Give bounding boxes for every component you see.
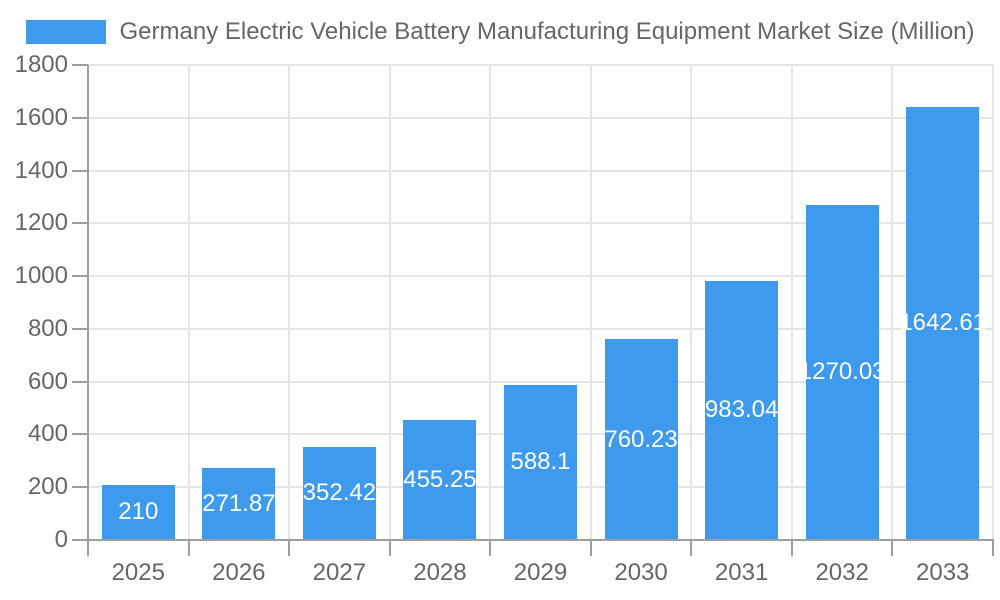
x-axis-line: [87, 539, 994, 541]
y-tick-label: 400: [27, 420, 68, 448]
bar-2030: 760.23: [604, 339, 678, 540]
y-axis-tick: [72, 116, 88, 119]
y-axis-tick: [72, 486, 88, 489]
bar-value-label: 1642.61: [899, 309, 987, 337]
y-tick-label: 600: [27, 367, 68, 395]
bar-value-label: 455.25: [403, 465, 477, 493]
legend: Germany Electric Vehicle Battery Manufac…: [0, 18, 1000, 46]
x-tick-label-2031: 2031: [714, 559, 769, 586]
gridline-horizontal: [88, 327, 993, 330]
legend-label: Germany Electric Vehicle Battery Manufac…: [119, 18, 975, 45]
y-axis-line: [87, 65, 89, 540]
gridline-horizontal: [88, 275, 993, 278]
y-tick-label: 800: [27, 314, 68, 342]
bar-value-label: 1270.03: [798, 358, 886, 386]
y-axis-tick: [72, 222, 88, 225]
y-tick-label: 1800: [14, 51, 68, 78]
gridline-vertical: [388, 65, 391, 540]
gridline-horizontal: [88, 169, 993, 172]
y-axis-tick: [72, 169, 88, 172]
x-tick-label-2026: 2026: [212, 559, 266, 586]
y-tick-label: 0: [54, 526, 68, 553]
bar-2031: 983.04: [704, 280, 779, 540]
bar-2028: 455.25: [403, 419, 477, 540]
y-axis-tick: [72, 275, 88, 278]
bar-value-label: 760.23: [604, 425, 678, 453]
y-tick-label: 1400: [14, 156, 68, 184]
y-axis-tick: [72, 64, 88, 66]
x-tick-label-2029: 2029: [513, 559, 568, 586]
gridline-vertical: [187, 65, 190, 540]
bar-2027: 352.42: [303, 447, 376, 540]
bar-value-label: 271.87: [202, 490, 276, 518]
bar-value-label: 983.04: [704, 396, 779, 424]
x-axis-tick: [187, 540, 190, 556]
gridline-vertical: [690, 65, 693, 540]
y-axis-tick: [72, 433, 88, 436]
y-tick-label: 1000: [14, 262, 68, 290]
bar-2033: 1642.61: [899, 106, 986, 540]
y-tick-label: 1200: [14, 209, 68, 237]
bar-2026: 271.87: [202, 468, 276, 540]
gridline-horizontal: [88, 64, 993, 66]
bar-2032: 1270.03: [799, 204, 886, 540]
gridline-vertical: [589, 65, 592, 540]
legend-swatch-icon: [25, 20, 106, 44]
x-tick-label-2028: 2028: [413, 559, 467, 586]
x-tick-label-2027: 2027: [312, 559, 367, 586]
bar-value-label: 210: [118, 498, 159, 526]
gridline-vertical: [790, 65, 793, 540]
bar-2029: 588.1: [504, 384, 577, 540]
x-axis-tick: [489, 540, 492, 556]
x-axis-tick: [992, 540, 994, 556]
x-axis-tick: [87, 540, 89, 556]
x-tick-label-2033: 2033: [916, 559, 970, 586]
x-axis-tick: [690, 540, 693, 556]
gridline-vertical: [992, 65, 994, 540]
gridline-horizontal: [88, 380, 993, 383]
x-axis-tick: [388, 540, 391, 556]
y-tick-label: 1600: [14, 103, 68, 131]
gridline-horizontal: [88, 116, 993, 119]
gridline-vertical: [891, 65, 894, 540]
x-axis-tick: [790, 540, 793, 556]
gridline-vertical: [489, 65, 492, 540]
bar-value-label: 352.42: [302, 479, 377, 507]
bar-value-label: 588.1: [510, 448, 571, 476]
legend-item[interactable]: Germany Electric Vehicle Battery Manufac…: [25, 18, 975, 46]
x-axis-tick: [288, 540, 291, 556]
x-tick-label-2030: 2030: [614, 559, 668, 586]
y-tick-label: 200: [27, 473, 68, 501]
gridline-vertical: [288, 65, 291, 540]
gridline-horizontal: [88, 222, 993, 225]
x-tick-label-2025: 2025: [111, 559, 165, 586]
y-axis-tick: [72, 327, 88, 330]
y-axis-tick: [72, 539, 88, 541]
x-axis-tick: [891, 540, 894, 556]
x-axis-tick: [589, 540, 592, 556]
bar-2025: 210: [101, 484, 175, 540]
x-tick-label-2032: 2032: [815, 559, 869, 586]
y-axis-tick: [72, 380, 88, 383]
